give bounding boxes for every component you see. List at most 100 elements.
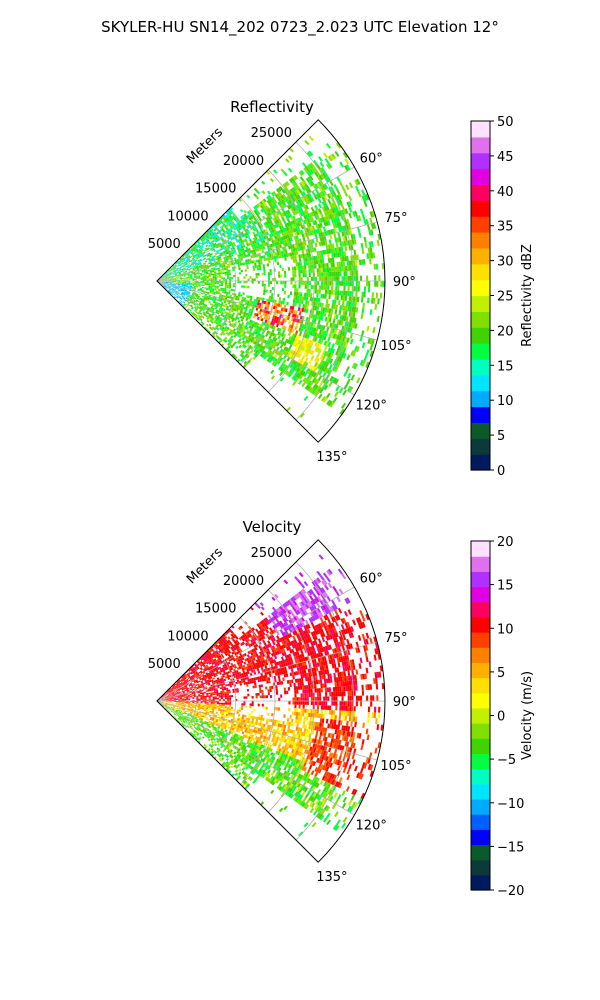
- colorbar-band: [471, 311, 490, 328]
- colorbar-band: [471, 295, 490, 312]
- radial-tick-label: 25000: [251, 546, 292, 561]
- colorbar-band: [471, 541, 490, 557]
- colorbar-band: [471, 662, 490, 679]
- colorbar-tick-label: 5: [497, 429, 505, 444]
- colorbar-band: [471, 814, 490, 830]
- colorbar-tick-label: 50: [497, 115, 514, 130]
- sector-frame: [156, 119, 386, 443]
- azimuth-spoke: [156, 280, 355, 396]
- colorbar-band: [471, 216, 490, 233]
- azimuth-tick-label: 60°: [360, 571, 383, 586]
- radar-panels: Reflectivity 5000 10000 15000 20000 25000 Mete…: [148, 98, 535, 899]
- colorbar-tick-label: 10: [497, 622, 514, 637]
- colorbar-band: [471, 406, 490, 424]
- colorbar-band: [471, 647, 490, 663]
- colorbar-band: [471, 152, 490, 170]
- colorbar-band: [471, 829, 490, 846]
- radial-tick-label: 15000: [195, 182, 236, 197]
- azimuth-tick-label: 105°: [380, 339, 411, 354]
- azimuth-spoke: [156, 700, 378, 761]
- colorbar-band: [471, 200, 490, 217]
- colorbar: 0 5 10 15 20 25 30 35 40 45 50 Reflectivity dBZ: [470, 115, 535, 479]
- colorbar-label: Velocity (m/s): [520, 671, 535, 760]
- radial-tick-label: 5000: [148, 237, 181, 252]
- azimuth-tick-label: 120°: [356, 819, 387, 834]
- panel-title: Velocity: [243, 518, 302, 536]
- azimuth-tick-label: 90°: [393, 275, 416, 290]
- colorbar-tick-label: 15: [497, 579, 514, 594]
- azimuth-spoke: [156, 586, 355, 702]
- colorbar-band: [471, 874, 490, 891]
- colorbar-band: [471, 121, 490, 138]
- radial-tick-label: 25000: [251, 126, 292, 141]
- colorbar-tick-label: 0: [497, 710, 505, 725]
- colorbar-band: [471, 783, 490, 800]
- colorbar-band: [471, 232, 490, 249]
- data-field: [160, 554, 385, 837]
- colorbar-tick-label: 10: [497, 394, 514, 409]
- radial-axis-label: Meters: [184, 125, 226, 167]
- colorbar-band: [471, 768, 490, 785]
- radial-tick-label: 5000: [148, 657, 181, 672]
- colorbar-label: Reflectivity dBZ: [520, 244, 535, 347]
- colorbar-band: [471, 358, 490, 376]
- colorbar-band: [471, 556, 490, 572]
- colorbar-band: [471, 677, 490, 694]
- colorbar-band: [471, 586, 490, 603]
- data-field: [160, 135, 385, 418]
- colorbar-tick-label: 15: [497, 359, 514, 374]
- colorbar-tick-label: −15: [497, 840, 524, 855]
- colorbar-band: [471, 454, 490, 471]
- radial-tick-label: 20000: [223, 154, 264, 169]
- colorbar-tick-label: −10: [497, 797, 524, 812]
- azimuth-tick-label: 135°: [316, 450, 347, 465]
- colorbar-tick-label: 45: [497, 150, 514, 165]
- colorbar-band: [471, 571, 490, 588]
- panel-reflectivity: Reflectivity 5000 10000 15000 20000 25000 Mete…: [148, 98, 535, 479]
- colorbar-band: [471, 723, 490, 739]
- colorbar-band: [471, 136, 490, 154]
- colorbar-band: [471, 343, 490, 360]
- panel-velocity: Velocity 5000 10000 15000 20000 25000 Meters 60…: [148, 518, 535, 899]
- azimuth-spoke: [156, 280, 378, 341]
- azimuth-tick-label: 105°: [380, 759, 411, 774]
- azimuth-tick-label: 60°: [360, 151, 383, 166]
- colorbar-band: [471, 616, 490, 633]
- colorbar-band: [471, 279, 490, 297]
- colorbar-tick-label: 25: [497, 290, 514, 305]
- azimuth-spoke: [156, 166, 355, 282]
- colorbar-band: [471, 707, 490, 724]
- colorbar-band: [471, 738, 490, 755]
- colorbar-band: [471, 632, 490, 648]
- colorbar-band: [471, 422, 490, 439]
- colorbar-band: [471, 374, 490, 392]
- azimuth-spoke: [156, 700, 355, 816]
- radial-tick-label: 10000: [167, 209, 208, 224]
- colorbar-tick-label: 20: [497, 324, 514, 339]
- radial-axis-label: Meters: [184, 545, 226, 587]
- colorbar-tick-label: 5: [497, 666, 505, 681]
- colorbar-band: [471, 327, 490, 344]
- colorbar-band: [471, 798, 490, 815]
- colorbar-tick-label: 40: [497, 185, 514, 200]
- colorbar-band: [471, 844, 490, 861]
- radial-tick-label: 15000: [195, 602, 236, 617]
- colorbar: −20 −15 −10 −5 0 5 10 15 20 Velocity (m/s): [470, 535, 535, 899]
- colorbar-band: [471, 263, 490, 281]
- radial-tick-label: 10000: [167, 629, 208, 644]
- radial-tick-label: 20000: [223, 574, 264, 589]
- colorbar-band: [471, 390, 490, 408]
- azimuth-spoke: [156, 641, 378, 702]
- colorbar-band: [471, 168, 490, 186]
- panel-title: Reflectivity: [230, 98, 314, 116]
- azimuth-tick-label: 90°: [393, 695, 416, 710]
- figure-title: SKYLER-HU SN14_202 0723_2.023 UTC Elevat…: [101, 18, 499, 37]
- azimuth-tick-label: 135°: [316, 870, 347, 885]
- azimuth-tick-label: 120°: [356, 399, 387, 414]
- azimuth-tick-label: 75°: [384, 211, 407, 226]
- colorbar-tick-label: 35: [497, 220, 514, 235]
- colorbar-tick-label: −5: [497, 753, 516, 768]
- colorbar-band: [471, 859, 490, 876]
- colorbar-tick-label: −20: [497, 884, 524, 899]
